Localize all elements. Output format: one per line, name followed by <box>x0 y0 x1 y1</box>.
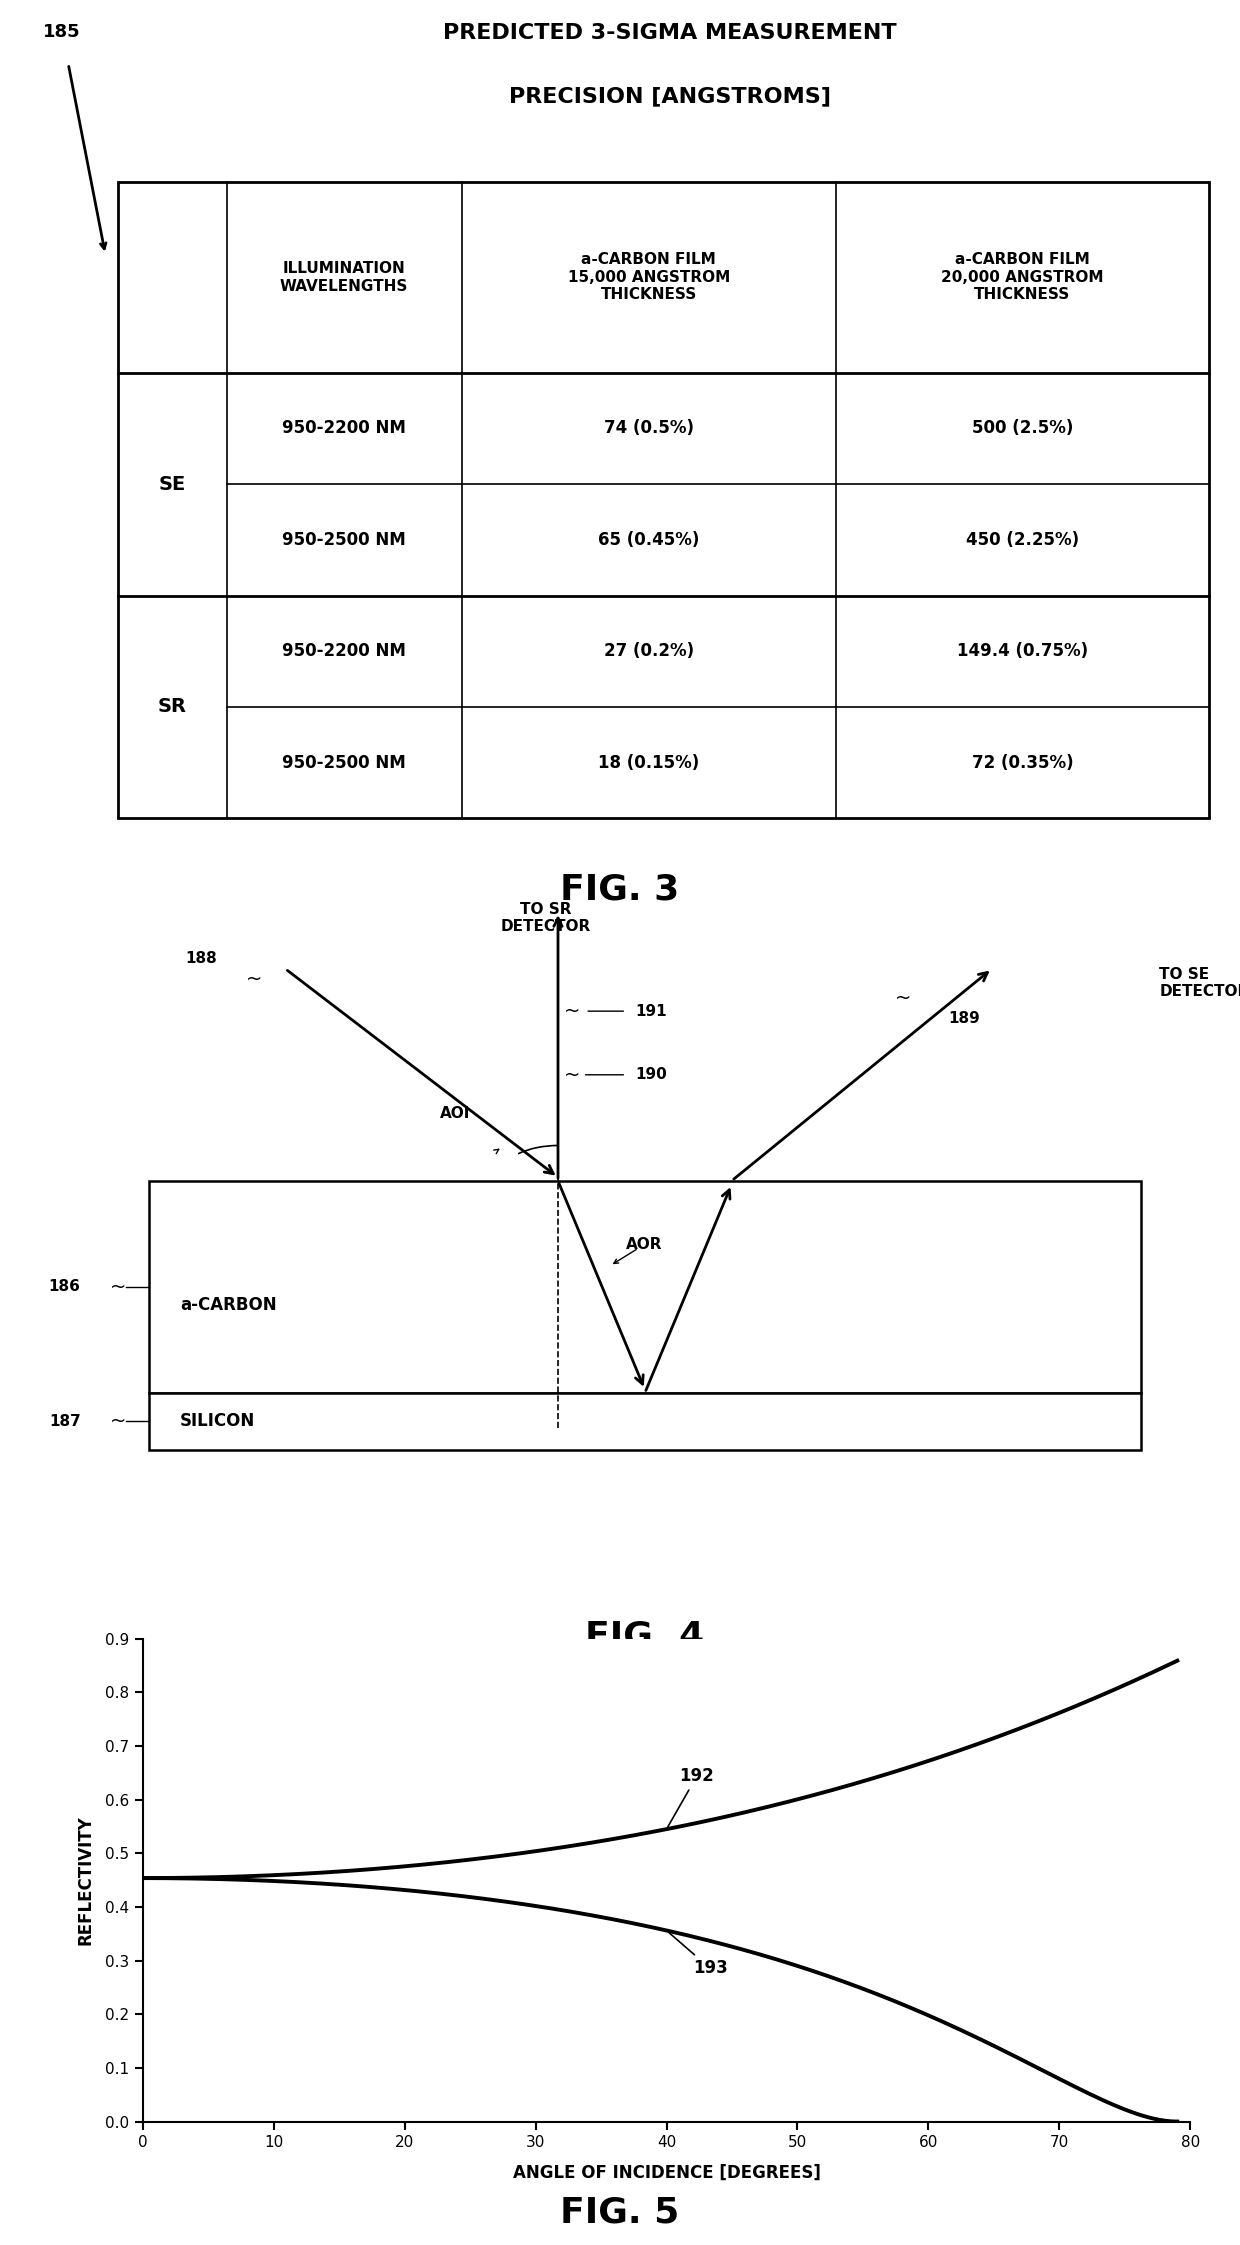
Text: 950-2500 NM: 950-2500 NM <box>283 530 405 548</box>
Text: 18 (0.15%): 18 (0.15%) <box>598 754 699 772</box>
Text: 186: 186 <box>48 1280 81 1295</box>
Text: AOR: AOR <box>626 1237 662 1253</box>
X-axis label: ANGLE OF INCIDENCE [DEGREES]: ANGLE OF INCIDENCE [DEGREES] <box>512 2164 821 2182</box>
Text: a-CARBON FILM
15,000 ANGSTROM
THICKNESS: a-CARBON FILM 15,000 ANGSTROM THICKNESS <box>568 251 730 303</box>
Text: FIG. 5: FIG. 5 <box>560 2196 680 2229</box>
Text: 188: 188 <box>185 950 217 965</box>
Text: TO SR
DETECTOR: TO SR DETECTOR <box>501 902 590 934</box>
Text: 193: 193 <box>668 1933 728 1978</box>
Text: 187: 187 <box>48 1414 81 1428</box>
Text: SILICON: SILICON <box>180 1412 255 1430</box>
Text: ~: ~ <box>109 1412 126 1430</box>
Text: SR: SR <box>157 698 187 716</box>
Text: PREDICTED 3-SIGMA MEASUREMENT: PREDICTED 3-SIGMA MEASUREMENT <box>443 22 897 43</box>
Text: ~: ~ <box>894 988 911 1008</box>
Text: 500 (2.5%): 500 (2.5%) <box>972 420 1073 438</box>
Text: 189: 189 <box>949 1010 981 1026</box>
Text: FIG. 3: FIG. 3 <box>560 873 680 907</box>
Text: FIG. 4: FIG. 4 <box>585 1619 704 1652</box>
Text: 185: 185 <box>43 22 81 40</box>
Bar <box>149 1181 1141 1392</box>
Text: ~: ~ <box>564 1001 580 1021</box>
Text: 450 (2.25%): 450 (2.25%) <box>966 530 1079 548</box>
Text: 65 (0.45%): 65 (0.45%) <box>598 530 699 548</box>
Text: ~: ~ <box>564 1066 580 1084</box>
Text: ~: ~ <box>109 1277 126 1295</box>
Text: 950-2500 NM: 950-2500 NM <box>283 754 405 772</box>
Text: 27 (0.2%): 27 (0.2%) <box>604 642 693 660</box>
Text: PRECISION [ANGSTROMS]: PRECISION [ANGSTROMS] <box>508 85 831 106</box>
Text: a-CARBON: a-CARBON <box>180 1295 277 1313</box>
Text: 950-2200 NM: 950-2200 NM <box>283 642 407 660</box>
Text: 192: 192 <box>668 1767 714 1827</box>
Text: AOI: AOI <box>440 1107 470 1120</box>
Text: 72 (0.35%): 72 (0.35%) <box>972 754 1073 772</box>
Bar <box>118 182 1209 819</box>
Text: a-CARBON FILM
20,000 ANGSTROM
THICKNESS: a-CARBON FILM 20,000 ANGSTROM THICKNESS <box>941 251 1104 303</box>
Text: TO SE
DETECTOR: TO SE DETECTOR <box>1159 968 1240 999</box>
Text: 190: 190 <box>635 1066 667 1082</box>
Text: 74 (0.5%): 74 (0.5%) <box>604 420 693 438</box>
Text: ILLUMINATION
WAVELENGTHS: ILLUMINATION WAVELENGTHS <box>280 260 408 294</box>
Text: 950-2200 NM: 950-2200 NM <box>283 420 407 438</box>
Bar <box>149 1392 1141 1450</box>
Y-axis label: REFLECTIVITY: REFLECTIVITY <box>76 1816 94 1944</box>
Text: SE: SE <box>159 474 186 494</box>
Text: ~: ~ <box>246 970 263 988</box>
Text: 191: 191 <box>635 1004 667 1019</box>
Text: 149.4 (0.75%): 149.4 (0.75%) <box>957 642 1087 660</box>
